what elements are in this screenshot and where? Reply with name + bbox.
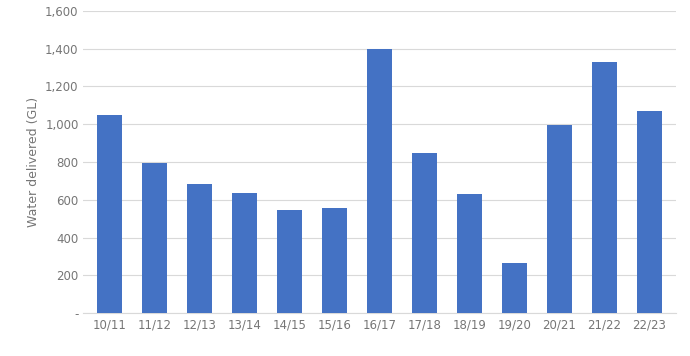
Bar <box>637 111 662 313</box>
Bar <box>142 163 167 313</box>
Bar <box>187 184 212 313</box>
Bar <box>592 62 617 313</box>
Bar <box>502 263 526 313</box>
Bar <box>277 210 302 313</box>
Bar <box>547 125 572 313</box>
Bar <box>322 208 347 313</box>
Bar <box>367 48 392 313</box>
Bar <box>457 194 482 313</box>
Y-axis label: Water delivered (GL): Water delivered (GL) <box>27 97 39 227</box>
Bar <box>233 193 257 313</box>
Bar <box>97 115 122 313</box>
Bar <box>412 153 437 313</box>
